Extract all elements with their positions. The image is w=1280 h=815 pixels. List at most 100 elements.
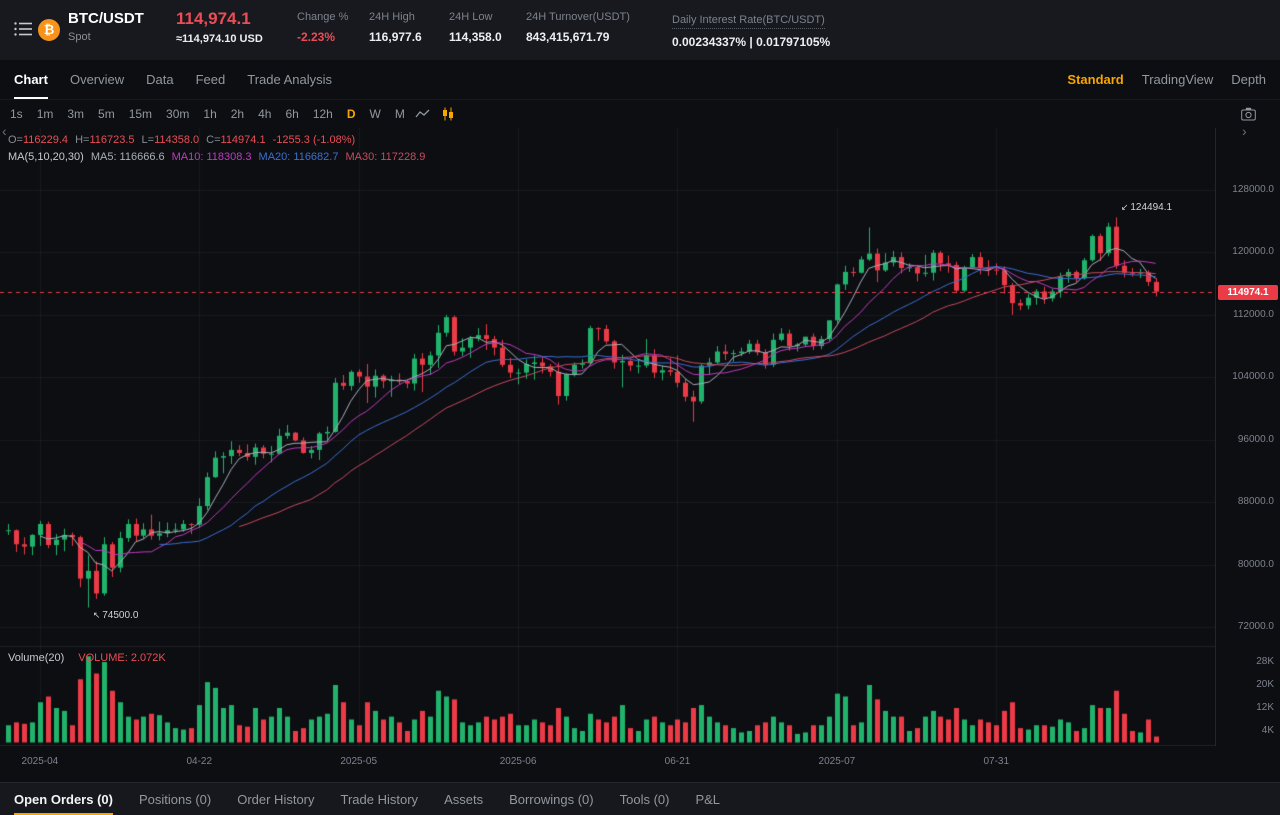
tab-chart[interactable]: Chart xyxy=(14,60,48,99)
candlestick-chart[interactable] xyxy=(0,128,1215,746)
timeframe-15m[interactable]: 15m xyxy=(128,107,153,121)
timeframe-1m[interactable]: 1m xyxy=(36,107,54,121)
chart-mode-tabs: Standard TradingView Depth xyxy=(1067,60,1266,99)
bottom-tab-tools-0[interactable]: Tools (0) xyxy=(619,791,670,807)
market-type-label: Spot xyxy=(68,31,91,43)
time-tick: 07-31 xyxy=(983,756,1010,767)
timeframe-bar: 1s 1m 3m 5m 15m 30m 1h 2h 4h 6h 12h D W M xyxy=(0,100,1280,128)
tab-overview[interactable]: Overview xyxy=(69,72,125,87)
time-axis[interactable]: 2025-04 04-22 2025-05 2025-06 06-21 2025-07 07… xyxy=(0,754,1215,770)
low-arrow-icon: ↖ xyxy=(92,610,101,621)
turnover-label: 24H Turnover(USDT) xyxy=(526,11,630,23)
bottom-tab-positions-0[interactable]: Positions (0) xyxy=(138,791,212,807)
time-tick: 2025-04 xyxy=(21,756,59,767)
time-tick: 2025-05 xyxy=(340,756,378,767)
menu-icon[interactable] xyxy=(14,21,32,37)
pair-name[interactable]: BTC/USDT xyxy=(68,10,144,27)
low-annotation-text: 74500.0 xyxy=(102,610,139,622)
tab-trade-analysis[interactable]: Trade Analysis xyxy=(247,72,333,87)
main-tabs: Chart Overview Data Feed Trade Analysis xyxy=(14,60,332,99)
tab-data[interactable]: Data xyxy=(146,72,174,87)
timeframe-m[interactable]: M xyxy=(394,107,405,121)
open-label: O= xyxy=(8,134,23,146)
time-tick: 04-22 xyxy=(186,756,213,767)
timeframe-1s[interactable]: 1s xyxy=(10,107,23,121)
time-tick: 2025-07 xyxy=(818,756,856,767)
high-label: 24H High xyxy=(369,11,415,23)
high-arrow-icon: ↙ xyxy=(1120,202,1129,213)
turnover-block: 24H Turnover(USDT) 843,415,671.79 xyxy=(526,10,630,44)
price-tick: 72000.0 xyxy=(1237,621,1274,632)
interest-label[interactable]: Daily Interest Rate(BTC/USDT) xyxy=(672,13,825,29)
timeframe-3m[interactable]: 3m xyxy=(67,107,85,121)
volume-value: VOLUME: 2.072K xyxy=(78,652,166,664)
bottom-tab-p-l[interactable]: P&L xyxy=(695,791,721,807)
tab-depth[interactable]: Depth xyxy=(1231,72,1266,87)
screenshot-icon[interactable] xyxy=(1241,107,1256,121)
btc-logo-icon: ₿ xyxy=(38,19,60,41)
candlestick-icon[interactable] xyxy=(441,107,455,121)
high-price-annotation: ↙ 124494.1 xyxy=(1121,202,1172,213)
ohlc-info-line: O=116229.4 H=116723.5 L=114358.0 C=11497… xyxy=(8,134,355,146)
turnover-value: 843,415,671.79 xyxy=(526,30,610,44)
timeframe-d[interactable]: D xyxy=(346,107,356,121)
tab-bar: Chart Overview Data Feed Trade Analysis Stan… xyxy=(0,60,1280,100)
price-tick: 120000.0 xyxy=(1232,246,1274,258)
time-tick: 06-21 xyxy=(664,756,691,767)
volume-tick: 4K xyxy=(1261,725,1274,736)
volume-indicator-label: Volume(20) xyxy=(8,652,65,664)
timeframe-1h[interactable]: 1h xyxy=(203,107,217,121)
last-price-tag: 114974.1 xyxy=(1218,284,1278,300)
timeframe-5m[interactable]: 5m xyxy=(98,107,115,121)
high-annotation-text: 124494.1 xyxy=(1130,202,1173,214)
time-tick: 2025-06 xyxy=(499,756,537,767)
price-tick: 80000.0 xyxy=(1237,558,1274,570)
open-value: 116229.4 xyxy=(22,134,69,146)
last-price-block: 114,974.1 ≈114,974.10 USD xyxy=(176,9,263,45)
low-price-annotation: ↖ 74500.0 xyxy=(93,610,139,621)
price-tick: 88000.0 xyxy=(1237,496,1274,508)
ma10-value: MA10: 118308.3 xyxy=(171,151,252,163)
low-label: L= xyxy=(141,134,155,146)
change-value: -2.23% xyxy=(297,30,336,44)
change-amount: -1255.3 (-1.08%) xyxy=(272,134,356,146)
bottom-tab-trade-history[interactable]: Trade History xyxy=(340,791,419,807)
timeframe-2h[interactable]: 2h xyxy=(230,107,245,121)
interest-block: Daily Interest Rate(BTC/USDT) 0.00234337… xyxy=(672,10,830,49)
tab-tradingview[interactable]: TradingView xyxy=(1141,72,1214,87)
chart-area: ‹ › O=116229.4 H=116723.5 L=114358.0 C=1… xyxy=(0,124,1280,782)
ma-group-label: MA(5,10,20,30) xyxy=(8,151,84,163)
scroll-left-icon[interactable]: ‹ xyxy=(2,123,7,139)
ma20-value: MA20: 116682.7 xyxy=(258,151,339,163)
tab-feed[interactable]: Feed xyxy=(195,72,226,87)
bottom-tab-open-orders-0[interactable]: Open Orders (0) xyxy=(14,783,113,815)
price-axis[interactable]: 114974.1 128000.0 120000.0 112000.0 104000.… xyxy=(1215,128,1280,746)
high-label: H= xyxy=(75,134,90,146)
pair-block[interactable]: BTC/USDT Spot xyxy=(68,10,144,43)
collapse-panel-icon[interactable]: › xyxy=(1242,123,1247,139)
usd-price: ≈114,974.10 USD xyxy=(176,33,263,45)
bottom-tab-order-history[interactable]: Order History xyxy=(237,791,315,807)
close-label: C= xyxy=(206,134,221,146)
bottom-tab-borrowings-0[interactable]: Borrowings (0) xyxy=(509,791,594,807)
timeframe-12h[interactable]: 12h xyxy=(312,107,333,121)
last-price: 114,974.1 xyxy=(176,9,251,28)
timeframe-4h[interactable]: 4h xyxy=(258,107,272,121)
timeframe-6h[interactable]: 6h xyxy=(285,107,299,121)
tab-standard[interactable]: Standard xyxy=(1067,72,1124,87)
ma-info-line: MA(5,10,20,30) MA5: 116666.6 MA10: 11830… xyxy=(8,151,425,163)
bottom-tab-assets[interactable]: Assets xyxy=(444,791,484,807)
ma5-value: MA5: 116666.6 xyxy=(90,151,165,163)
timeframe-30m[interactable]: 30m xyxy=(166,107,190,121)
ma30-value: MA30: 117228.9 xyxy=(345,151,426,163)
price-tick: 112000.0 xyxy=(1233,308,1274,320)
timeframes: 1s 1m 3m 5m 15m 30m 1h 2h 4h 6h 12h D W M xyxy=(10,107,405,121)
volume-tick: 20K xyxy=(1256,679,1274,690)
timeframe-w[interactable]: W xyxy=(369,107,381,121)
header: ₿ BTC/USDT Spot 114,974.1 ≈114,974.10 US… xyxy=(0,0,1280,60)
line-chart-icon[interactable] xyxy=(415,108,431,120)
change-block: Change % -2.23% xyxy=(297,10,348,44)
price-tick: 128000.0 xyxy=(1232,184,1274,195)
bottom-tab-bar: Open Orders (0) Positions (0) Order Histor… xyxy=(0,782,1280,815)
low-value: 114358.0 xyxy=(154,134,200,146)
